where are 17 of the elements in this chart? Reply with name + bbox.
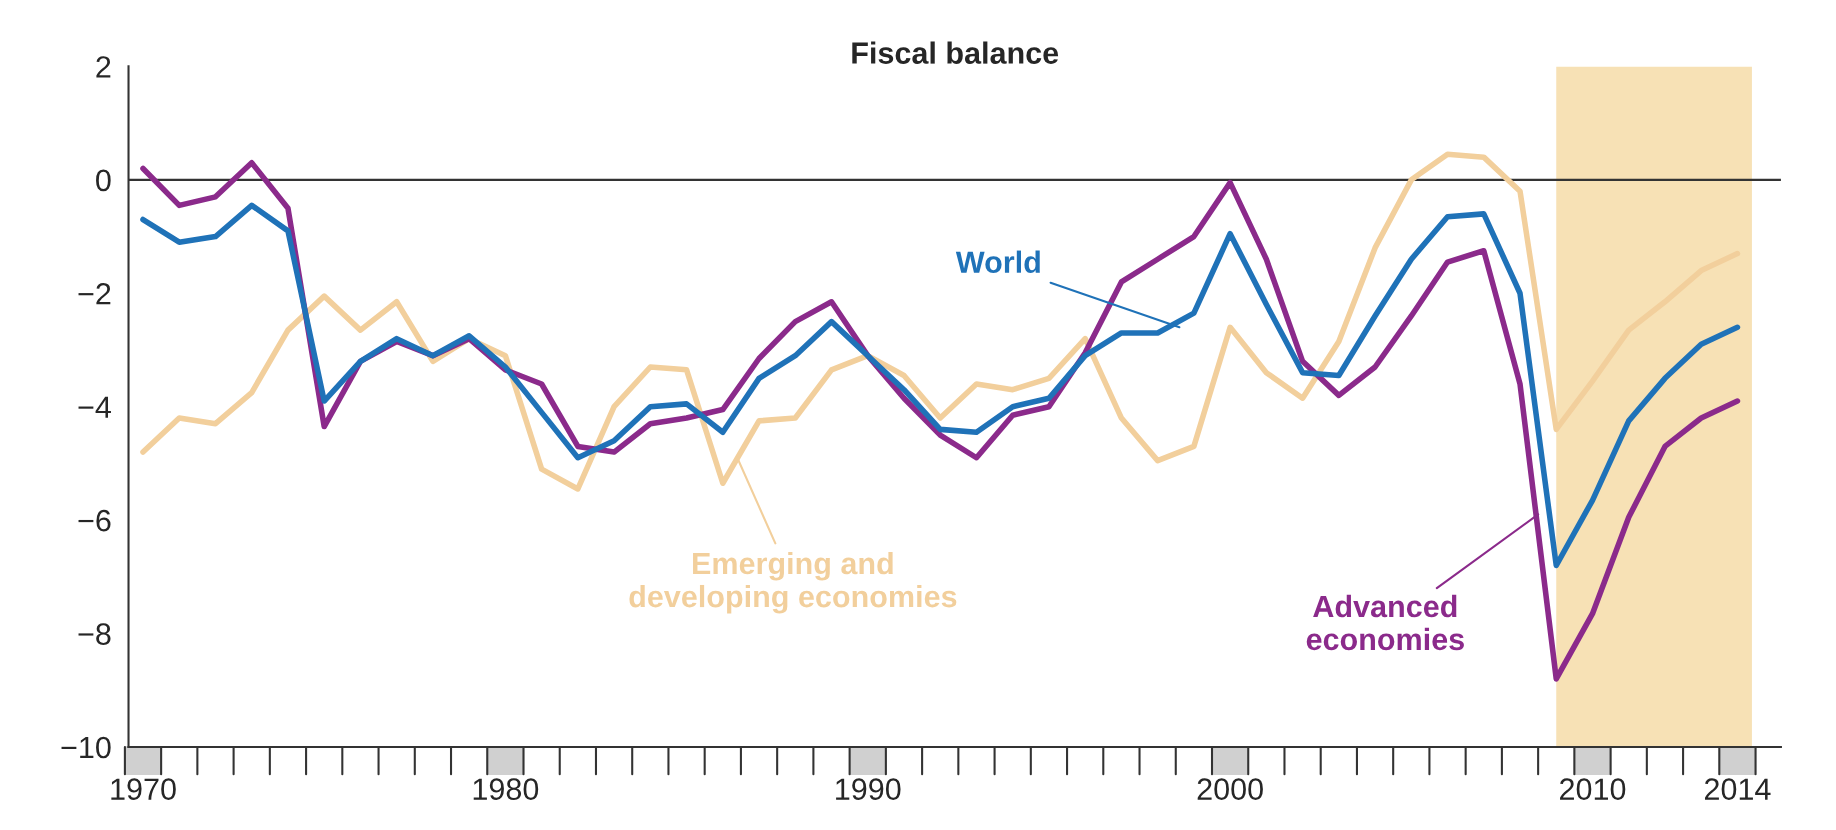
y-tick-label: 2 xyxy=(96,56,111,78)
x-tick-label: 1980 xyxy=(473,778,539,800)
annotation: Advanced economies xyxy=(1306,594,1464,651)
x-tick-label: 2000 xyxy=(1197,778,1263,800)
y-tick-label: −4 xyxy=(78,396,111,418)
annotation: World xyxy=(955,250,1040,273)
x-tick-label: 1990 xyxy=(836,778,901,800)
y-tick-label: 0 xyxy=(96,169,111,192)
y-tick-label: −10 xyxy=(61,736,111,759)
y-tick-label: −8 xyxy=(78,623,111,645)
x-tick-label: 1970 xyxy=(111,778,176,800)
x-tick-label: 2014 xyxy=(1704,778,1771,800)
chart-title: Fiscal balance xyxy=(852,41,1059,64)
annotation: Emerging and developing economies xyxy=(629,551,957,614)
y-tick-label: −2 xyxy=(78,283,111,305)
x-tick-label: 2010 xyxy=(1560,778,1626,800)
y-tick-label: −6 xyxy=(78,509,111,532)
